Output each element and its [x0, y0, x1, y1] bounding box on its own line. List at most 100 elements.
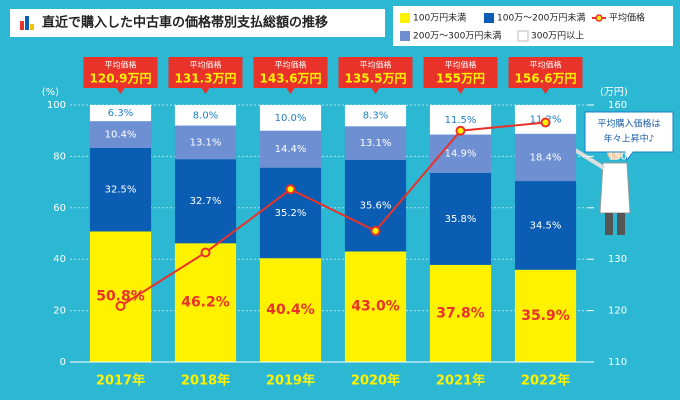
y-tick-label: 20: [53, 306, 66, 317]
y2-tick-label: 110: [608, 357, 627, 368]
data-label: 37.8%: [436, 305, 485, 321]
x-tick-label: 2021年: [436, 373, 485, 389]
line-marker: [455, 125, 466, 136]
x-tick-label: 2017年: [96, 373, 145, 389]
data-label: 14.9%: [445, 149, 477, 160]
y-tick-label: 80: [53, 151, 66, 162]
legend-label: 200万～300万円未満: [413, 30, 501, 42]
x-tick-label: 2018年: [181, 373, 230, 389]
bar-segment: [174, 159, 237, 244]
bar-segment: [514, 181, 577, 270]
line-marker: [200, 247, 211, 258]
data-label: 10.0%: [275, 113, 307, 124]
x-tick-label: 2020年: [351, 373, 400, 389]
bar-segment: [514, 133, 577, 182]
bar-segment: [259, 258, 322, 362]
data-label: 34.5%: [530, 220, 562, 231]
bar-segment: [514, 269, 577, 362]
data-label: 8.3%: [363, 111, 388, 122]
bar-segment: [259, 130, 322, 168]
legend-swatch: [484, 13, 494, 23]
annotation: 年々上昇中♪: [604, 133, 655, 145]
title-icon: [20, 21, 24, 30]
callout-value: 120.9万円: [90, 72, 152, 86]
callout-box: [168, 57, 243, 94]
bar-segment: [429, 172, 492, 265]
callout-value: 155万円: [436, 72, 485, 86]
data-label: 35.9%: [521, 308, 570, 324]
data-label: 35.2%: [275, 208, 307, 219]
y2-tick-label: 130: [608, 254, 627, 265]
y-axis-label: (%): [42, 87, 59, 98]
legend-swatch: [400, 13, 410, 23]
callout-label: 平均価格: [105, 60, 137, 70]
y-tick-label: 60: [53, 203, 66, 214]
bar-segment: [174, 125, 237, 160]
speech-bubble: [584, 111, 674, 162]
legend-box: [393, 6, 673, 46]
x-tick-label: 2022年: [521, 373, 570, 389]
y-tick-label: 100: [47, 100, 66, 111]
bar-segment: [89, 105, 152, 122]
bar-segment: [89, 231, 152, 362]
data-label: 35.6%: [360, 201, 392, 212]
legend-label: 平均価格: [609, 12, 645, 24]
y-tick-label: 40: [53, 254, 66, 265]
data-label: 40.4%: [266, 302, 315, 318]
data-label: 13.1%: [190, 137, 222, 148]
data-label: 13.1%: [360, 138, 392, 149]
data-label: 11.5%: [445, 115, 477, 126]
y2-tick-label: 150: [608, 151, 627, 162]
legend-label: 100万～200万円未満: [497, 12, 585, 24]
data-label: 50.8%: [96, 289, 145, 305]
y2-tick-label: 120: [608, 306, 627, 317]
chart-title: 直近で購入した中古車の価格帯別支払総額の推移: [42, 15, 328, 31]
data-label: 6.3%: [108, 108, 133, 119]
title-box: [10, 9, 385, 37]
bar-segment: [89, 121, 152, 148]
data-label: 14.4%: [275, 144, 307, 155]
callout-box: [423, 57, 498, 94]
callout-label: 平均価格: [360, 60, 392, 70]
data-label: 43.0%: [351, 299, 400, 315]
line-series: [119, 121, 546, 307]
data-label: 8.0%: [193, 110, 218, 121]
callout-value: 135.5万円: [345, 72, 407, 86]
bar-segment: [344, 105, 407, 127]
callout-box: [83, 57, 158, 94]
legend-label: 100万円未満: [413, 12, 466, 24]
callout-box: [253, 57, 328, 94]
y2-tick-label: 160: [608, 100, 627, 111]
x-tick-label: 2019年: [266, 373, 315, 389]
callout-value: 156.6万円: [515, 72, 577, 86]
y2-tick-label: 140: [608, 203, 627, 214]
data-label: 32.7%: [190, 196, 222, 207]
bar-segment: [174, 105, 237, 126]
bar-segment: [89, 147, 152, 232]
annotation: 平均購入価格は: [597, 118, 660, 130]
data-label: 35.8%: [445, 214, 477, 225]
y2-axis-label: (万円): [600, 87, 628, 98]
legend-swatch: [595, 14, 603, 22]
bar-segment: [259, 167, 322, 259]
data-label: 10.4%: [105, 130, 137, 141]
callout-value: 131.3万円: [175, 72, 237, 86]
bar-segment: [429, 264, 492, 362]
title-icon: [25, 16, 29, 30]
line-marker: [285, 184, 296, 195]
bar-segment: [344, 126, 407, 160]
line-marker: [115, 300, 126, 311]
callout-label: 平均価格: [530, 60, 562, 70]
bar-segment: [259, 105, 322, 131]
callout-label: 平均価格: [275, 60, 307, 70]
data-label: 32.5%: [105, 185, 137, 196]
title-icon: [30, 24, 34, 30]
callout-label: 平均価格: [445, 60, 477, 70]
y-tick-label: 0: [60, 357, 66, 368]
line-marker: [540, 117, 551, 128]
bar-segment: [174, 243, 237, 362]
legend-label: 300万円以上: [531, 31, 584, 42]
callout-value: 143.6万円: [260, 72, 322, 86]
